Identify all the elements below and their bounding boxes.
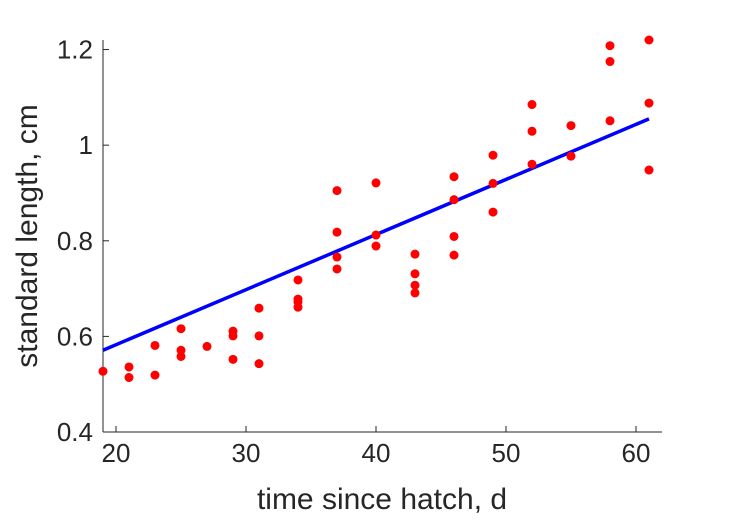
- data-point: [176, 324, 186, 334]
- ticks-group: 20 30 40 50 60 0.4 0.6 0.8 1 1.2: [57, 35, 651, 468]
- data-point: [566, 121, 576, 131]
- plot-area: [102, 40, 662, 433]
- marks-group: [98, 35, 654, 383]
- y-tick-label: 1: [79, 130, 93, 160]
- data-point: [449, 250, 459, 260]
- data-point: [449, 195, 459, 205]
- data-point: [371, 178, 381, 188]
- data-point: [254, 331, 264, 341]
- data-point: [176, 351, 186, 361]
- y-tick-label: 0.6: [57, 321, 93, 351]
- data-point: [332, 227, 342, 237]
- data-point: [527, 100, 537, 110]
- data-point: [228, 331, 238, 341]
- data-point: [410, 269, 420, 279]
- data-point: [527, 159, 537, 169]
- data-point: [293, 275, 303, 285]
- data-point: [488, 178, 498, 188]
- data-point: [124, 373, 134, 383]
- x-tick-label: 20: [102, 438, 131, 468]
- data-point: [527, 126, 537, 136]
- data-point: [254, 359, 264, 369]
- data-point: [410, 280, 420, 290]
- data-point: [98, 366, 108, 376]
- data-point: [176, 345, 186, 355]
- data-point: [605, 57, 615, 67]
- data-point: [150, 340, 160, 350]
- data-point: [228, 354, 238, 364]
- data-point: [644, 98, 654, 108]
- data-point: [293, 302, 303, 312]
- data-point: [449, 231, 459, 241]
- data-point: [332, 186, 342, 196]
- x-tick-label: 30: [232, 438, 261, 468]
- data-point: [332, 264, 342, 274]
- x-tick-label: 50: [492, 438, 521, 468]
- data-point: [202, 341, 212, 351]
- data-point: [124, 362, 134, 372]
- data-point: [566, 151, 576, 161]
- data-point: [254, 303, 264, 313]
- data-point: [371, 241, 381, 251]
- y-tick-label: 0.4: [57, 417, 93, 447]
- x-tick-label: 40: [362, 438, 391, 468]
- data-point: [488, 207, 498, 217]
- data-point: [644, 165, 654, 175]
- data-point: [488, 150, 498, 160]
- data-point: [605, 116, 615, 126]
- data-point: [150, 370, 160, 380]
- y-axis-label: standard length, cm: [11, 104, 44, 367]
- y-tick-label: 1.2: [57, 35, 93, 65]
- data-point: [410, 288, 420, 298]
- data-point: [644, 35, 654, 45]
- y-tick-label: 0.8: [57, 226, 93, 256]
- data-point: [449, 172, 459, 182]
- data-point: [605, 41, 615, 51]
- data-point: [371, 230, 381, 240]
- x-axis-label: time since hatch, d: [257, 483, 507, 516]
- x-tick-label: 60: [622, 438, 651, 468]
- data-point: [332, 252, 342, 262]
- data-point: [410, 249, 420, 259]
